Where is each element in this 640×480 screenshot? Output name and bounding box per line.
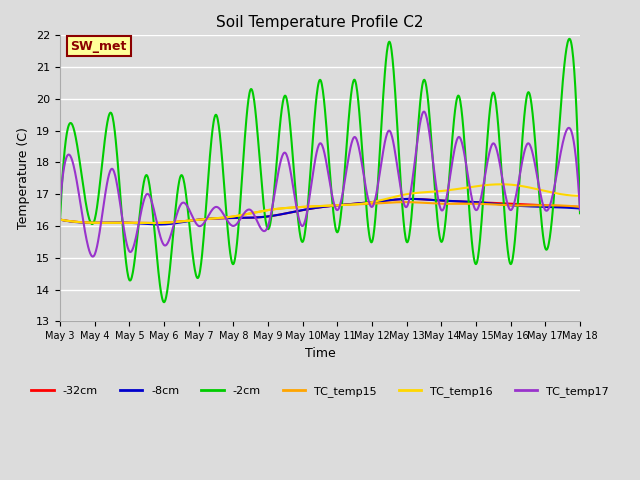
-2cm xyxy=(109,117,117,122)
-32cm xyxy=(472,199,480,205)
Line: -32cm: -32cm xyxy=(60,199,580,223)
TC_temp16 xyxy=(497,181,505,187)
-32cm xyxy=(285,210,293,216)
TC_temp15 xyxy=(576,204,584,210)
-8cm xyxy=(576,205,584,211)
-8cm xyxy=(109,220,117,226)
TC_temp17 xyxy=(463,164,470,169)
-32cm xyxy=(463,199,470,204)
TC_temp16 xyxy=(267,207,275,213)
-2cm xyxy=(472,261,479,266)
X-axis label: Time: Time xyxy=(305,347,335,360)
TC_temp17 xyxy=(420,108,428,114)
-8cm xyxy=(406,196,413,202)
TC_temp16 xyxy=(109,220,117,226)
Line: -2cm: -2cm xyxy=(60,39,580,302)
Line: TC_temp16: TC_temp16 xyxy=(60,184,580,223)
Y-axis label: Temperature (C): Temperature (C) xyxy=(17,127,31,229)
TC_temp16 xyxy=(576,193,584,199)
TC_temp15 xyxy=(267,207,275,213)
TC_temp17 xyxy=(576,207,584,213)
-8cm xyxy=(472,199,480,205)
-32cm xyxy=(109,220,117,226)
-2cm xyxy=(285,117,293,122)
-8cm xyxy=(155,222,163,228)
TC_temp17 xyxy=(56,201,64,206)
TC_temp17 xyxy=(285,163,293,169)
-32cm xyxy=(267,213,275,219)
TC_temp16 xyxy=(56,217,64,223)
TC_temp17 xyxy=(89,254,97,260)
Legend: -32cm, -8cm, -2cm, TC_temp15, TC_temp16, TC_temp17: -32cm, -8cm, -2cm, TC_temp15, TC_temp16,… xyxy=(27,382,613,401)
TC_temp15 xyxy=(472,201,480,206)
TC_temp15 xyxy=(414,200,422,205)
-8cm xyxy=(56,217,64,223)
Line: -8cm: -8cm xyxy=(60,199,580,225)
Line: TC_temp17: TC_temp17 xyxy=(60,111,580,257)
-32cm xyxy=(406,196,414,202)
TC_temp16 xyxy=(285,205,293,211)
-2cm xyxy=(462,161,470,167)
TC_temp17 xyxy=(110,168,118,174)
TC_temp16 xyxy=(472,183,479,189)
TC_temp17 xyxy=(472,207,480,213)
TC_temp16 xyxy=(462,185,470,191)
TC_temp15 xyxy=(56,217,64,223)
-2cm xyxy=(576,210,584,216)
-32cm xyxy=(414,196,422,202)
-2cm xyxy=(267,217,275,223)
-32cm xyxy=(576,204,584,210)
TC_temp15 xyxy=(285,205,293,211)
-2cm xyxy=(413,131,421,137)
-2cm xyxy=(566,36,573,42)
-32cm xyxy=(56,217,64,223)
TC_temp17 xyxy=(413,136,421,142)
-2cm xyxy=(56,217,64,223)
-8cm xyxy=(463,199,470,204)
TC_temp15 xyxy=(109,220,117,226)
Line: TC_temp15: TC_temp15 xyxy=(60,202,580,223)
TC_temp17 xyxy=(267,212,275,218)
Title: Soil Temperature Profile C2: Soil Temperature Profile C2 xyxy=(216,15,424,30)
TC_temp16 xyxy=(148,220,156,226)
-8cm xyxy=(285,210,293,216)
-2cm xyxy=(160,300,168,305)
-8cm xyxy=(414,196,422,202)
-8cm xyxy=(267,213,275,219)
Text: SW_met: SW_met xyxy=(70,40,127,53)
TC_temp15 xyxy=(401,199,409,205)
TC_temp15 xyxy=(148,220,156,226)
TC_temp16 xyxy=(413,190,421,196)
-32cm xyxy=(148,220,156,226)
TC_temp15 xyxy=(463,201,470,206)
